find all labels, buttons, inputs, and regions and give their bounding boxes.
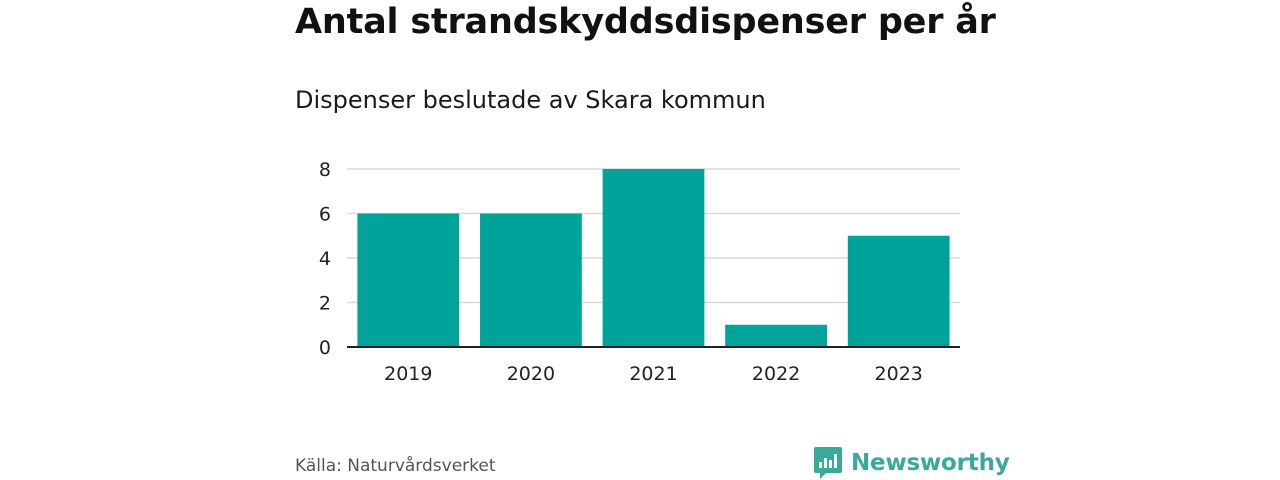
bar-2019 [357, 213, 460, 347]
bar-2022 [725, 324, 827, 347]
source-note: Källa: Naturvårdsverket [295, 456, 496, 476]
x-tick-label: 2021 [629, 363, 677, 385]
y-tick-label: 6 [319, 204, 331, 226]
y-tick-label: 4 [319, 248, 331, 270]
bar-2023 [847, 235, 950, 347]
bar-2020 [480, 213, 582, 347]
brand-logo: Newsworthy [814, 447, 1010, 479]
bar-2021 [602, 169, 705, 347]
x-tick-label: 2019 [384, 363, 432, 385]
x-tick-label: 2020 [507, 363, 555, 385]
bar-chart: 0 2 4 6 8 2019 2020 2021 2022 2023 [319, 159, 960, 385]
y-tick-label: 8 [319, 159, 331, 181]
y-tick-labels: 0 2 4 6 8 [319, 159, 331, 359]
chart-subtitle: Dispenser beslutade av Skara kommun [295, 86, 766, 114]
y-tick-label: 0 [319, 337, 331, 359]
bars [357, 169, 950, 347]
x-tick-labels: 2019 2020 2021 2022 2023 [384, 363, 923, 385]
x-tick-label: 2023 [875, 363, 923, 385]
y-tick-label: 2 [319, 293, 331, 315]
chart-title: Antal strandskyddsdispenser per år [295, 2, 996, 42]
brand-name: Newsworthy [851, 450, 1010, 476]
x-tick-label: 2022 [752, 363, 800, 385]
newsworthy-logo-icon [814, 447, 842, 479]
